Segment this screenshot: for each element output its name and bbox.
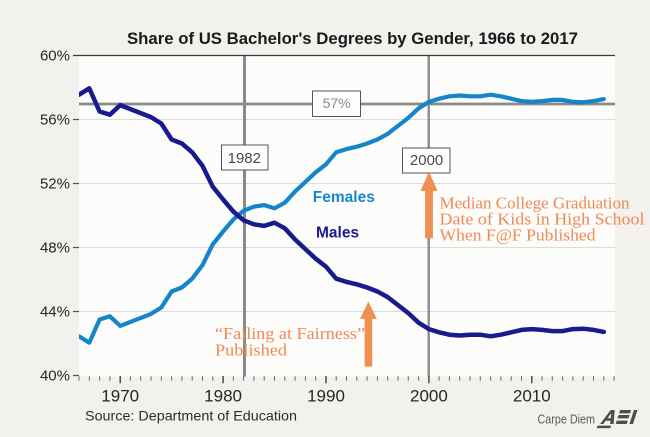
svg-text:60%: 60%: [40, 48, 70, 65]
svg-text:When F@F Published: When F@F Published: [440, 226, 597, 245]
svg-text:56%: 56%: [40, 112, 70, 129]
svg-text:57%: 57%: [323, 95, 351, 111]
svg-text:1990: 1990: [307, 387, 345, 406]
svg-text:44%: 44%: [40, 304, 70, 321]
svg-text:1980: 1980: [204, 387, 242, 406]
svg-text:1970: 1970: [101, 387, 139, 406]
svg-text:2000: 2000: [410, 387, 448, 406]
svg-text:Carpe Diem: Carpe Diem: [538, 412, 596, 427]
svg-text:2010: 2010: [513, 387, 551, 406]
svg-text:40%: 40%: [40, 368, 70, 385]
svg-text:Source: Department of Educatio: Source: Department of Education: [85, 408, 297, 424]
svg-text:52%: 52%: [40, 176, 70, 193]
svg-text:48%: 48%: [40, 240, 70, 257]
svg-text:Males: Males: [316, 225, 359, 242]
svg-text:Share of US Bachelor's Degrees: Share of US Bachelor's Degrees by Gender…: [127, 29, 578, 48]
svg-text:Median College Graduation: Median College Graduation: [440, 194, 631, 213]
svg-text:“Failing at Fairness”: “Failing at Fairness”: [215, 324, 365, 343]
svg-text:Females: Females: [313, 189, 375, 206]
svg-text:Published: Published: [215, 341, 288, 360]
svg-text:Date of Kids in High School: Date of Kids in High School: [440, 210, 645, 229]
svg-text:2000: 2000: [410, 152, 443, 169]
svg-text:1982: 1982: [228, 150, 261, 167]
